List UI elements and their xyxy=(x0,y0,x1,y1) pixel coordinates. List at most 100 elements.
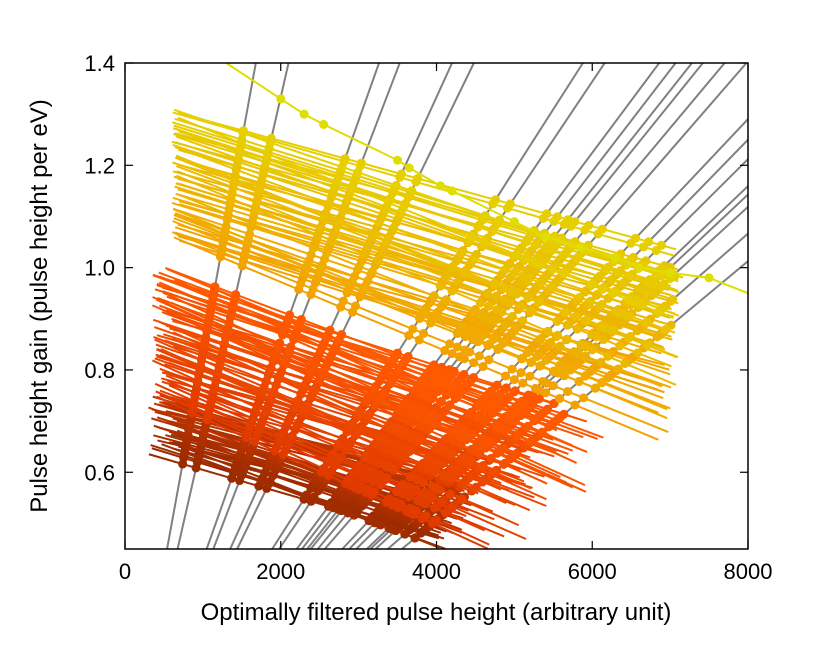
gain-point xyxy=(197,351,207,361)
gain-point xyxy=(456,248,466,258)
gain-point xyxy=(433,413,443,423)
top-gain-point xyxy=(704,273,714,283)
gain-point xyxy=(486,386,496,396)
gain-point xyxy=(579,393,589,403)
y-axis-label: Pulse height gain (pulse height per eV) xyxy=(26,99,53,513)
gain-point xyxy=(559,219,569,229)
top-gain-point xyxy=(319,119,329,129)
gain-point xyxy=(587,345,597,355)
gain-point xyxy=(447,448,457,458)
gain-point xyxy=(586,280,596,290)
gain-point xyxy=(537,427,547,437)
gain-point xyxy=(307,364,317,374)
gain-point xyxy=(456,494,466,504)
x-tick-label: 0 xyxy=(119,559,131,584)
gain-point xyxy=(231,290,241,300)
gain-point xyxy=(626,238,636,248)
gain-point xyxy=(639,242,649,252)
gain-point xyxy=(526,306,536,316)
gain-point xyxy=(293,396,303,406)
y-axis: 0.6 0.8 1.0 1.2 1.4 xyxy=(84,51,748,485)
gain-point xyxy=(526,401,536,411)
gain-point xyxy=(308,284,318,294)
gain-point xyxy=(482,289,492,299)
gain-point xyxy=(656,271,666,281)
gain-point xyxy=(574,376,584,386)
gain-point xyxy=(375,470,385,480)
gain-point xyxy=(205,309,215,319)
gain-point xyxy=(379,388,389,398)
gain-point xyxy=(651,246,661,256)
x-tick-label: 6000 xyxy=(568,559,617,584)
gain-point xyxy=(465,347,475,357)
gain-point xyxy=(434,366,444,376)
gain-point xyxy=(447,349,457,359)
gain-point xyxy=(419,306,429,316)
gain-point xyxy=(608,326,618,336)
gain-point xyxy=(571,311,581,321)
gain-point xyxy=(245,421,255,431)
gain-point xyxy=(625,271,635,281)
gain-point xyxy=(552,316,562,326)
gain-point xyxy=(648,279,658,289)
gain-point xyxy=(487,227,497,237)
gain-point xyxy=(360,249,370,259)
gain-point xyxy=(302,401,312,411)
gain-point xyxy=(447,286,457,296)
gain-point xyxy=(466,457,476,467)
gain-point xyxy=(492,380,502,390)
gain-point xyxy=(633,348,643,358)
gain-point xyxy=(244,229,254,239)
gain-point xyxy=(536,333,546,343)
gain-point xyxy=(350,509,360,519)
gain-point xyxy=(498,443,508,453)
gain-point xyxy=(426,363,436,373)
gain-curve xyxy=(154,288,546,415)
gain-point xyxy=(389,464,399,474)
gain-point xyxy=(338,296,348,306)
gain-point xyxy=(321,362,331,372)
gain-point xyxy=(238,128,248,138)
top-gain-point xyxy=(393,155,403,165)
gain-point xyxy=(274,340,284,350)
top-gain-curve xyxy=(225,63,748,295)
gain-point xyxy=(296,314,306,324)
gain-point xyxy=(239,440,249,450)
gain-point xyxy=(275,434,285,444)
gain-point xyxy=(427,492,437,502)
gain-point xyxy=(516,410,526,420)
gain-point xyxy=(275,371,285,381)
top-gain-point xyxy=(611,252,621,262)
gain-point xyxy=(615,319,625,329)
gain-point xyxy=(383,198,393,208)
gain-point xyxy=(555,341,565,351)
gain-point xyxy=(421,511,431,521)
gain-point xyxy=(433,442,443,452)
gain-point xyxy=(487,437,497,447)
gain-point xyxy=(520,253,530,263)
gain-point xyxy=(336,452,346,462)
gain-point xyxy=(512,431,522,441)
gain-point xyxy=(408,431,418,441)
gain-point xyxy=(580,371,590,381)
gain-point xyxy=(477,462,487,472)
gain-point xyxy=(606,275,616,285)
gain-point xyxy=(391,526,401,536)
gain-point xyxy=(559,269,569,279)
gain-point xyxy=(265,366,275,376)
gain-point xyxy=(347,277,357,287)
gain-point xyxy=(501,383,511,393)
gain-point xyxy=(511,250,521,260)
gain-point xyxy=(445,489,455,499)
gain-point xyxy=(467,232,477,242)
gain-point xyxy=(525,371,535,381)
gain-curve xyxy=(172,127,680,294)
gain-point xyxy=(399,453,409,463)
gain-point xyxy=(472,413,482,423)
gain-point xyxy=(559,370,569,380)
gain-point xyxy=(263,149,273,159)
top-gain-point xyxy=(404,163,414,173)
gain-point xyxy=(382,235,392,245)
gain-point xyxy=(541,388,551,398)
gain-point xyxy=(530,241,540,251)
